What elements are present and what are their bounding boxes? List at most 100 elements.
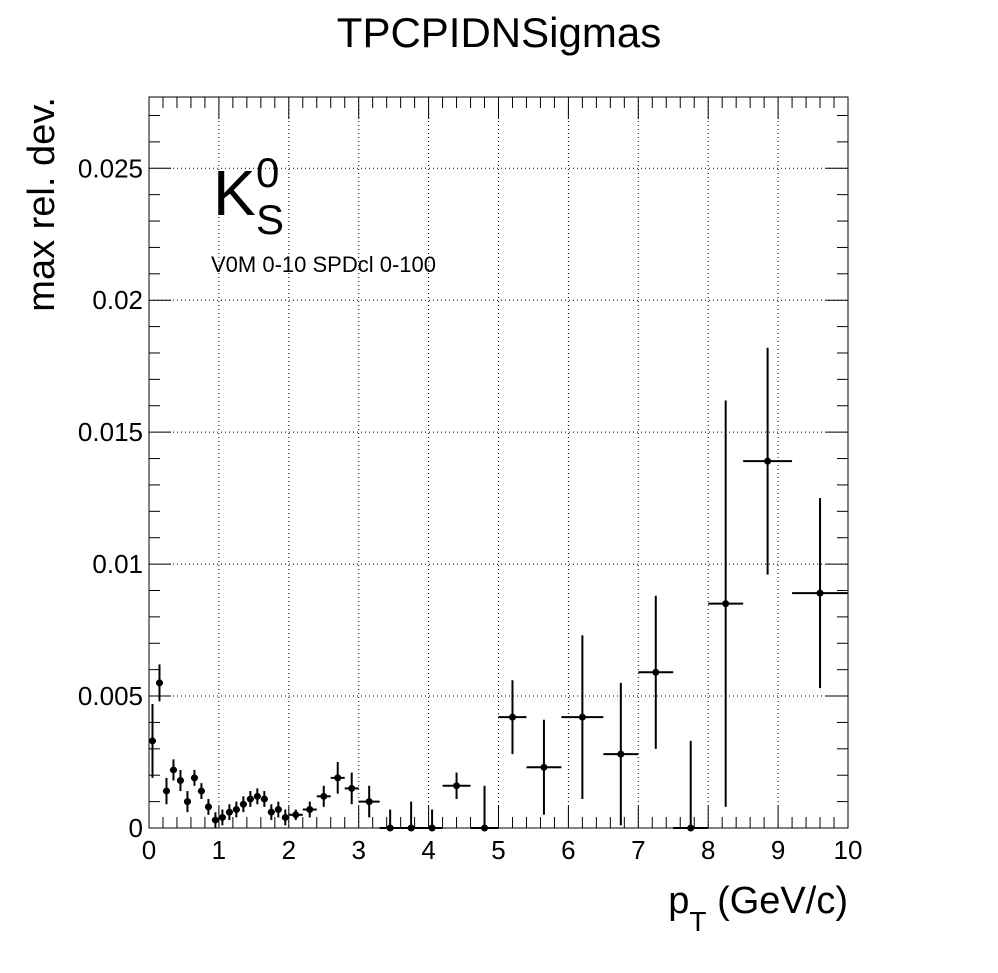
point-marker	[253, 792, 261, 800]
point-marker	[155, 679, 163, 687]
data-point	[274, 801, 282, 818]
point-marker	[687, 824, 695, 832]
data-point	[197, 783, 205, 799]
point-marker	[211, 816, 219, 824]
selection-label: V0M 0-10 SPDcl 0-100	[211, 252, 436, 277]
point-marker	[232, 806, 240, 814]
x-tick-label: 5	[491, 835, 505, 865]
x-tick-label: 9	[771, 835, 785, 865]
grid-lines	[149, 97, 848, 828]
data-point	[498, 680, 527, 755]
data-point	[330, 762, 345, 794]
data-point	[253, 788, 261, 805]
point-marker	[428, 824, 436, 832]
point-marker	[407, 824, 415, 832]
x-tick-label: 8	[701, 835, 715, 865]
point-marker	[386, 824, 394, 832]
data-point	[442, 772, 471, 799]
data-point	[155, 664, 163, 702]
data-point	[225, 804, 233, 821]
data-point	[638, 595, 674, 749]
data-point	[232, 801, 240, 818]
data-points	[148, 347, 848, 832]
data-point	[260, 791, 268, 807]
particle-superscript: 0	[256, 149, 279, 196]
x-axis-label-sub: T	[689, 906, 706, 937]
x-tick-label: 2	[282, 835, 296, 865]
x-tick-label: 3	[351, 835, 365, 865]
data-point	[673, 740, 709, 832]
point-marker	[764, 457, 772, 465]
point-marker	[617, 750, 625, 758]
point-marker	[481, 824, 489, 832]
y-tick-label: 0.02	[92, 285, 143, 315]
point-marker	[197, 787, 205, 795]
x-tick-label: 4	[421, 835, 435, 865]
y-tick-label: 0.01	[92, 549, 143, 579]
data-point	[211, 812, 219, 828]
point-marker	[218, 813, 226, 821]
data-point	[344, 772, 359, 805]
data-point	[218, 809, 226, 826]
point-marker	[306, 806, 314, 814]
point-marker	[190, 774, 198, 782]
tick-labels: 0 1 2 3 4 5 6 7 8 9 10 0 0.005 0.01 0.015 0.02 0.025	[78, 153, 863, 865]
data-point	[204, 798, 212, 815]
y-tick-label: 0	[129, 813, 143, 843]
data-point	[183, 791, 191, 813]
point-marker	[204, 803, 212, 811]
point-marker	[540, 763, 548, 771]
chart-title: TPCPIDNSigmas	[337, 9, 661, 56]
y-axis-label: max rel. dev.	[21, 97, 63, 312]
data-point	[708, 400, 744, 807]
y-tick-label: 0.025	[78, 153, 143, 183]
data-point	[400, 801, 422, 832]
data-point	[302, 801, 317, 818]
data-point	[792, 498, 848, 689]
data-point	[267, 804, 275, 821]
point-marker	[176, 776, 184, 784]
data-point	[316, 785, 331, 807]
point-marker	[334, 774, 342, 782]
point-marker	[281, 813, 289, 821]
x-tick-label: 7	[631, 835, 645, 865]
point-marker	[578, 713, 586, 721]
point-marker	[267, 808, 275, 816]
point-marker	[508, 713, 516, 721]
x-tick-label: 6	[561, 835, 575, 865]
point-marker	[225, 808, 233, 816]
x-axis-label-main: p	[668, 880, 689, 922]
data-point	[162, 777, 170, 805]
point-marker	[246, 795, 254, 803]
data-point	[743, 347, 793, 575]
point-marker	[183, 798, 191, 806]
data-point	[379, 809, 401, 832]
data-point	[190, 769, 198, 786]
data-point	[526, 719, 562, 815]
point-marker	[722, 600, 730, 608]
point-marker	[292, 811, 300, 819]
point-marker	[652, 668, 660, 676]
data-point	[176, 769, 184, 792]
data-point	[470, 785, 499, 832]
data-point	[169, 759, 177, 781]
y-tick-label: 0.005	[78, 681, 143, 711]
point-marker	[239, 800, 247, 808]
point-marker	[453, 782, 461, 790]
x-tick-label: 10	[834, 835, 863, 865]
point-marker	[816, 589, 824, 597]
point-marker	[260, 795, 268, 803]
data-point	[239, 796, 247, 813]
point-marker	[274, 806, 282, 814]
point-marker	[162, 787, 170, 795]
data-point	[421, 809, 443, 832]
y-tick-label: 0.015	[78, 417, 143, 447]
data-point	[246, 791, 254, 807]
x-tick-label: 0	[142, 835, 156, 865]
particle-symbol: K	[213, 157, 256, 229]
data-point	[358, 785, 380, 818]
data-point	[281, 809, 289, 826]
data-point	[561, 635, 604, 799]
point-marker	[148, 737, 156, 745]
